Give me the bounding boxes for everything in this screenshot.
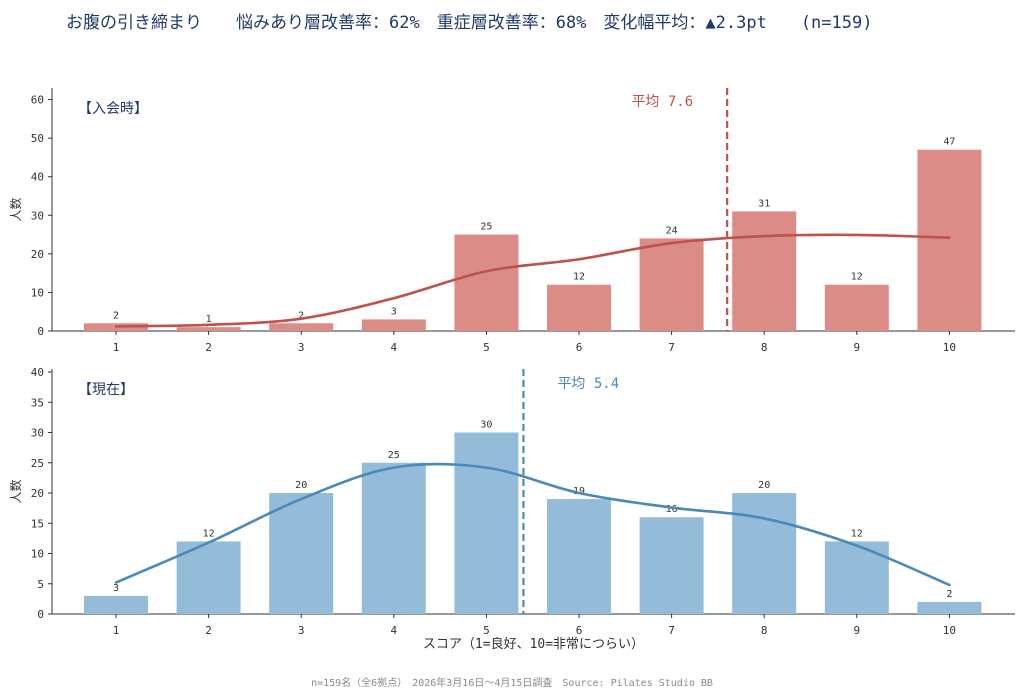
bar-value-label: 20 xyxy=(758,480,770,491)
bar xyxy=(917,601,982,614)
y-tick-label: 0 xyxy=(37,608,44,621)
bar-value-label: 12 xyxy=(573,272,585,283)
x-tick-label: 1 xyxy=(113,341,120,354)
bar-value-label: 2 xyxy=(298,310,304,321)
bar-value-label: 19 xyxy=(573,486,585,497)
bar xyxy=(361,462,426,614)
bar xyxy=(361,319,426,331)
bar-value-label: 2 xyxy=(113,310,119,321)
bar-value-label: 47 xyxy=(943,137,955,148)
bar xyxy=(639,517,704,614)
bar xyxy=(176,541,241,614)
x-tick-label: 7 xyxy=(668,624,675,637)
y-tick-label: 40 xyxy=(31,366,44,379)
x-tick-label: 3 xyxy=(298,341,305,354)
x-tick-label: 8 xyxy=(761,624,768,637)
y-tick-label: 30 xyxy=(31,209,44,222)
mean-label: 平均 5.4 xyxy=(557,376,619,392)
y-tick-label: 0 xyxy=(37,325,44,338)
bar xyxy=(269,323,334,331)
bar xyxy=(176,327,241,331)
x-tick-label: 1 xyxy=(113,624,120,637)
x-tick-label: 2 xyxy=(205,341,212,354)
y-tick-label: 10 xyxy=(31,286,44,299)
bar-value-label: 12 xyxy=(851,528,863,539)
x-tick-label: 10 xyxy=(943,341,956,354)
bar-value-label: 25 xyxy=(480,222,492,233)
bar-value-label: 25 xyxy=(388,450,400,461)
y-tick-label: 20 xyxy=(31,248,44,261)
bar xyxy=(917,149,982,331)
x-tick-label: 6 xyxy=(576,624,583,637)
y-tick-label: 40 xyxy=(31,171,44,184)
x-tick-label: 8 xyxy=(761,341,768,354)
y-tick-label: 5 xyxy=(37,578,44,591)
bar-value-label: 3 xyxy=(113,583,119,594)
x-tick-label: 6 xyxy=(576,341,583,354)
bar xyxy=(454,432,519,614)
mean-label: 平均 7.6 xyxy=(631,94,693,110)
bar-value-label: 20 xyxy=(295,480,307,491)
x-tick-label: 9 xyxy=(853,341,860,354)
x-tick-label: 5 xyxy=(483,624,490,637)
smooth-trend-line xyxy=(114,233,951,328)
x-tick-label: 9 xyxy=(853,624,860,637)
bar xyxy=(732,211,797,331)
x-tick-label: 4 xyxy=(390,624,397,637)
chart-suptitle: お腹の引き締まり 悩みあり層改善率：62% 重症層改善率：68% 変化幅平均：▲… xyxy=(66,13,873,33)
bar-value-label: 24 xyxy=(666,225,678,236)
x-axis-label: スコア（1=良好、10=非常につらい） xyxy=(423,636,644,652)
y-tick-label: 15 xyxy=(31,517,44,530)
bar-value-label: 16 xyxy=(666,504,678,515)
x-tick-label: 3 xyxy=(298,624,305,637)
bar-value-label: 3 xyxy=(391,306,397,317)
y-tick-label: 10 xyxy=(31,548,44,561)
panel-title: 【入会時】 xyxy=(78,101,148,117)
panel-title: 【現在】 xyxy=(78,382,134,398)
footer-note: n=159名（全6拠点） 2026年3月16日～4月15日調査 Source: … xyxy=(311,678,713,689)
x-tick-label: 2 xyxy=(205,624,212,637)
x-tick-label: 7 xyxy=(668,341,675,354)
x-tick-label: 10 xyxy=(943,624,956,637)
bar-value-label: 2 xyxy=(946,589,952,600)
bar xyxy=(824,541,889,614)
bar-value-label: 30 xyxy=(480,420,492,431)
smooth-trend-line xyxy=(114,462,951,587)
y-tick-label: 35 xyxy=(31,396,44,409)
x-tick-label: 4 xyxy=(390,341,397,354)
y-axis-label: 人数 xyxy=(8,197,23,221)
bar-value-label: 12 xyxy=(203,528,215,539)
bar xyxy=(84,595,148,614)
bar xyxy=(824,284,889,331)
bar-value-label: 1 xyxy=(206,314,212,325)
y-tick-label: 25 xyxy=(31,457,44,470)
bar-value-label: 12 xyxy=(851,272,863,283)
bar xyxy=(547,499,611,614)
bar xyxy=(454,234,519,331)
bar xyxy=(732,493,797,614)
x-tick-label: 5 xyxy=(483,341,490,354)
y-tick-label: 60 xyxy=(31,94,44,107)
y-tick-label: 20 xyxy=(31,487,44,500)
bar xyxy=(269,493,334,614)
bar xyxy=(547,284,611,331)
bar-value-label: 31 xyxy=(758,198,770,209)
y-tick-label: 30 xyxy=(31,427,44,440)
bar xyxy=(639,238,704,331)
y-axis-label: 人数 xyxy=(8,479,23,503)
y-tick-label: 50 xyxy=(31,132,44,145)
